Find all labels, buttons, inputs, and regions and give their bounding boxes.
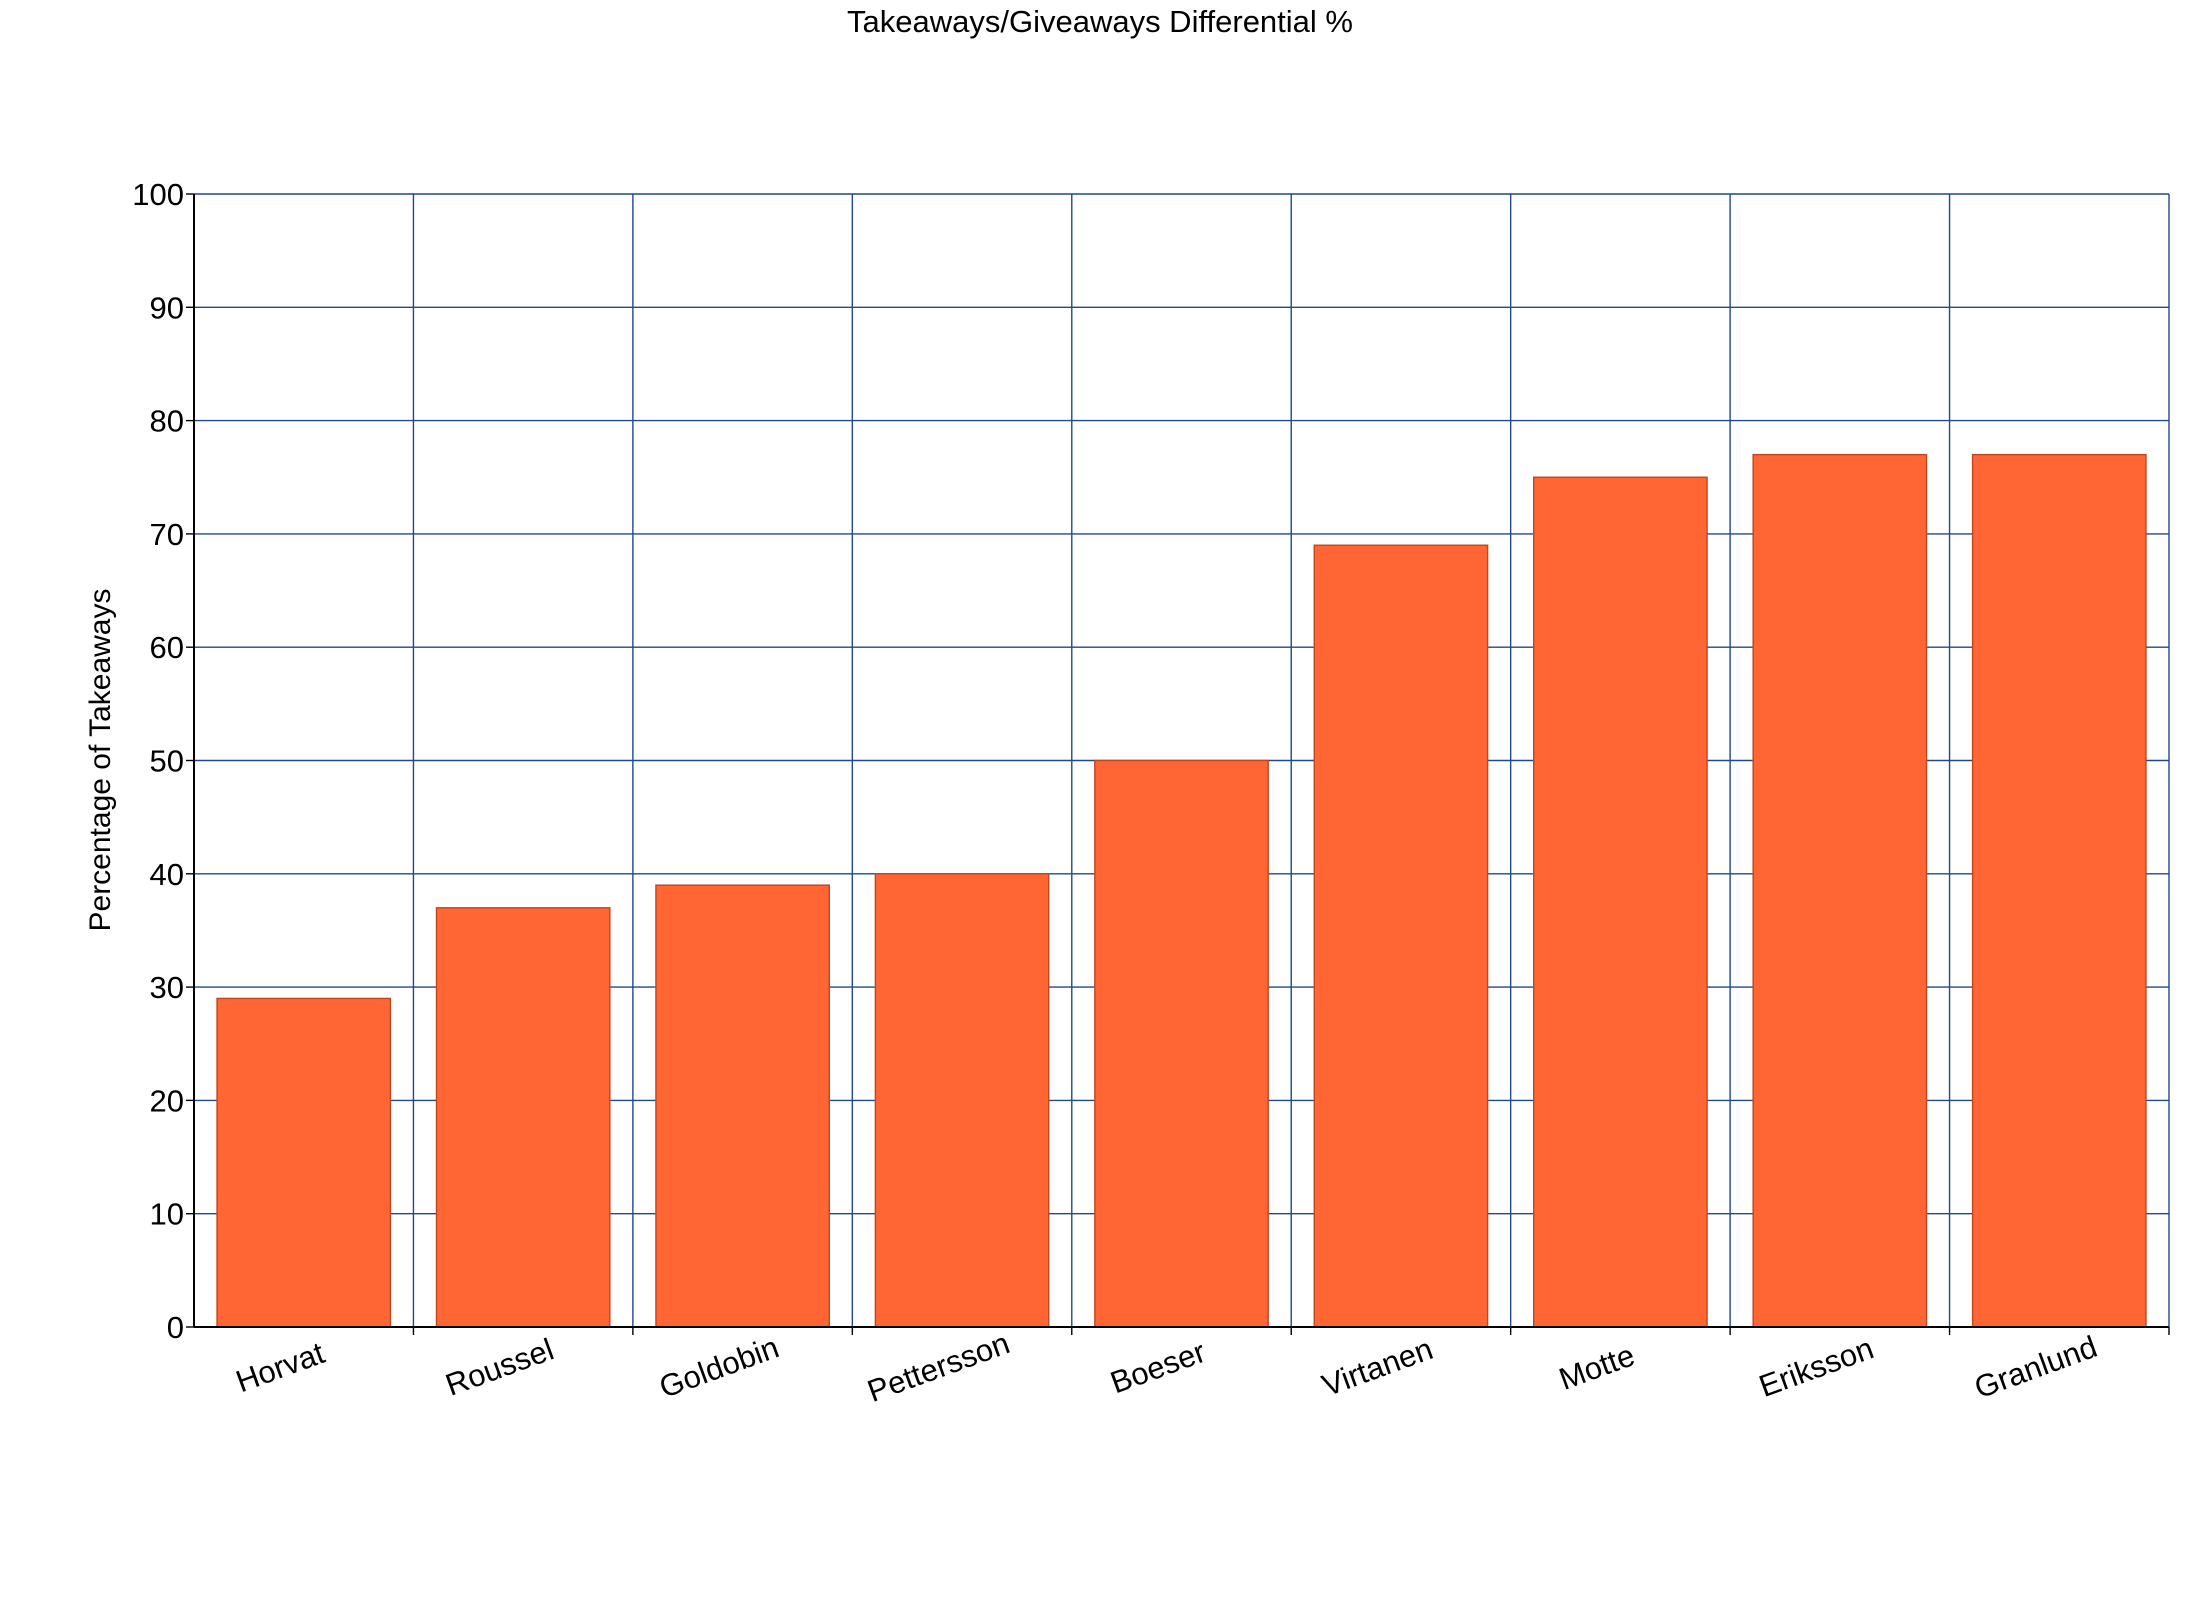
- x-tick-label: Eriksson: [1754, 1330, 1878, 1404]
- x-tick-label: Goldobin: [655, 1329, 784, 1404]
- x-tick-label: Pettersson: [863, 1325, 1014, 1409]
- bars: [216, 453, 2147, 1328]
- bar: [1752, 453, 1928, 1328]
- y-tick-label: 0: [167, 1310, 184, 1345]
- bar: [435, 907, 611, 1328]
- y-tick-label: 10: [150, 1197, 184, 1232]
- x-tick-label: Virtanen: [1317, 1331, 1437, 1403]
- bar: [874, 873, 1050, 1328]
- bar: [1313, 544, 1489, 1328]
- y-axis-label: Percentage of Takeaways: [84, 589, 117, 932]
- y-tick-label: 20: [150, 1083, 184, 1118]
- x-tick-label: Boeser: [1106, 1334, 1210, 1400]
- bar: [1094, 759, 1269, 1328]
- y-tick-label: 50: [150, 744, 184, 779]
- x-tick-labels: Horvat Roussel Goldobin Pettersson Boeser Vir…: [231, 1325, 2101, 1409]
- bar: [1533, 476, 1708, 1328]
- y-tick-label: 70: [150, 517, 184, 552]
- y-tick-label: 100: [132, 177, 184, 212]
- bar: [655, 884, 830, 1328]
- x-tick-label: Roussel: [441, 1332, 558, 1403]
- y-tick-label: 30: [150, 970, 184, 1005]
- x-tick-label: Horvat: [231, 1335, 329, 1399]
- x-tick-label: Granlund: [1970, 1329, 2102, 1406]
- bar: [1971, 453, 2147, 1328]
- axes: [186, 193, 2170, 1335]
- y-tick-labels: 0 10 20 30 40 50 60 70 80 90 100: [132, 177, 184, 1345]
- x-tick-label: Motte: [1554, 1337, 1639, 1396]
- y-tick-label: 60: [150, 630, 184, 665]
- y-tick-label: 90: [150, 290, 184, 325]
- chart-title: Takeaways/Giveaways Differential %: [847, 4, 1353, 39]
- y-tick-label: 40: [150, 857, 184, 892]
- y-tick-label: 80: [150, 404, 184, 439]
- bar: [216, 997, 392, 1328]
